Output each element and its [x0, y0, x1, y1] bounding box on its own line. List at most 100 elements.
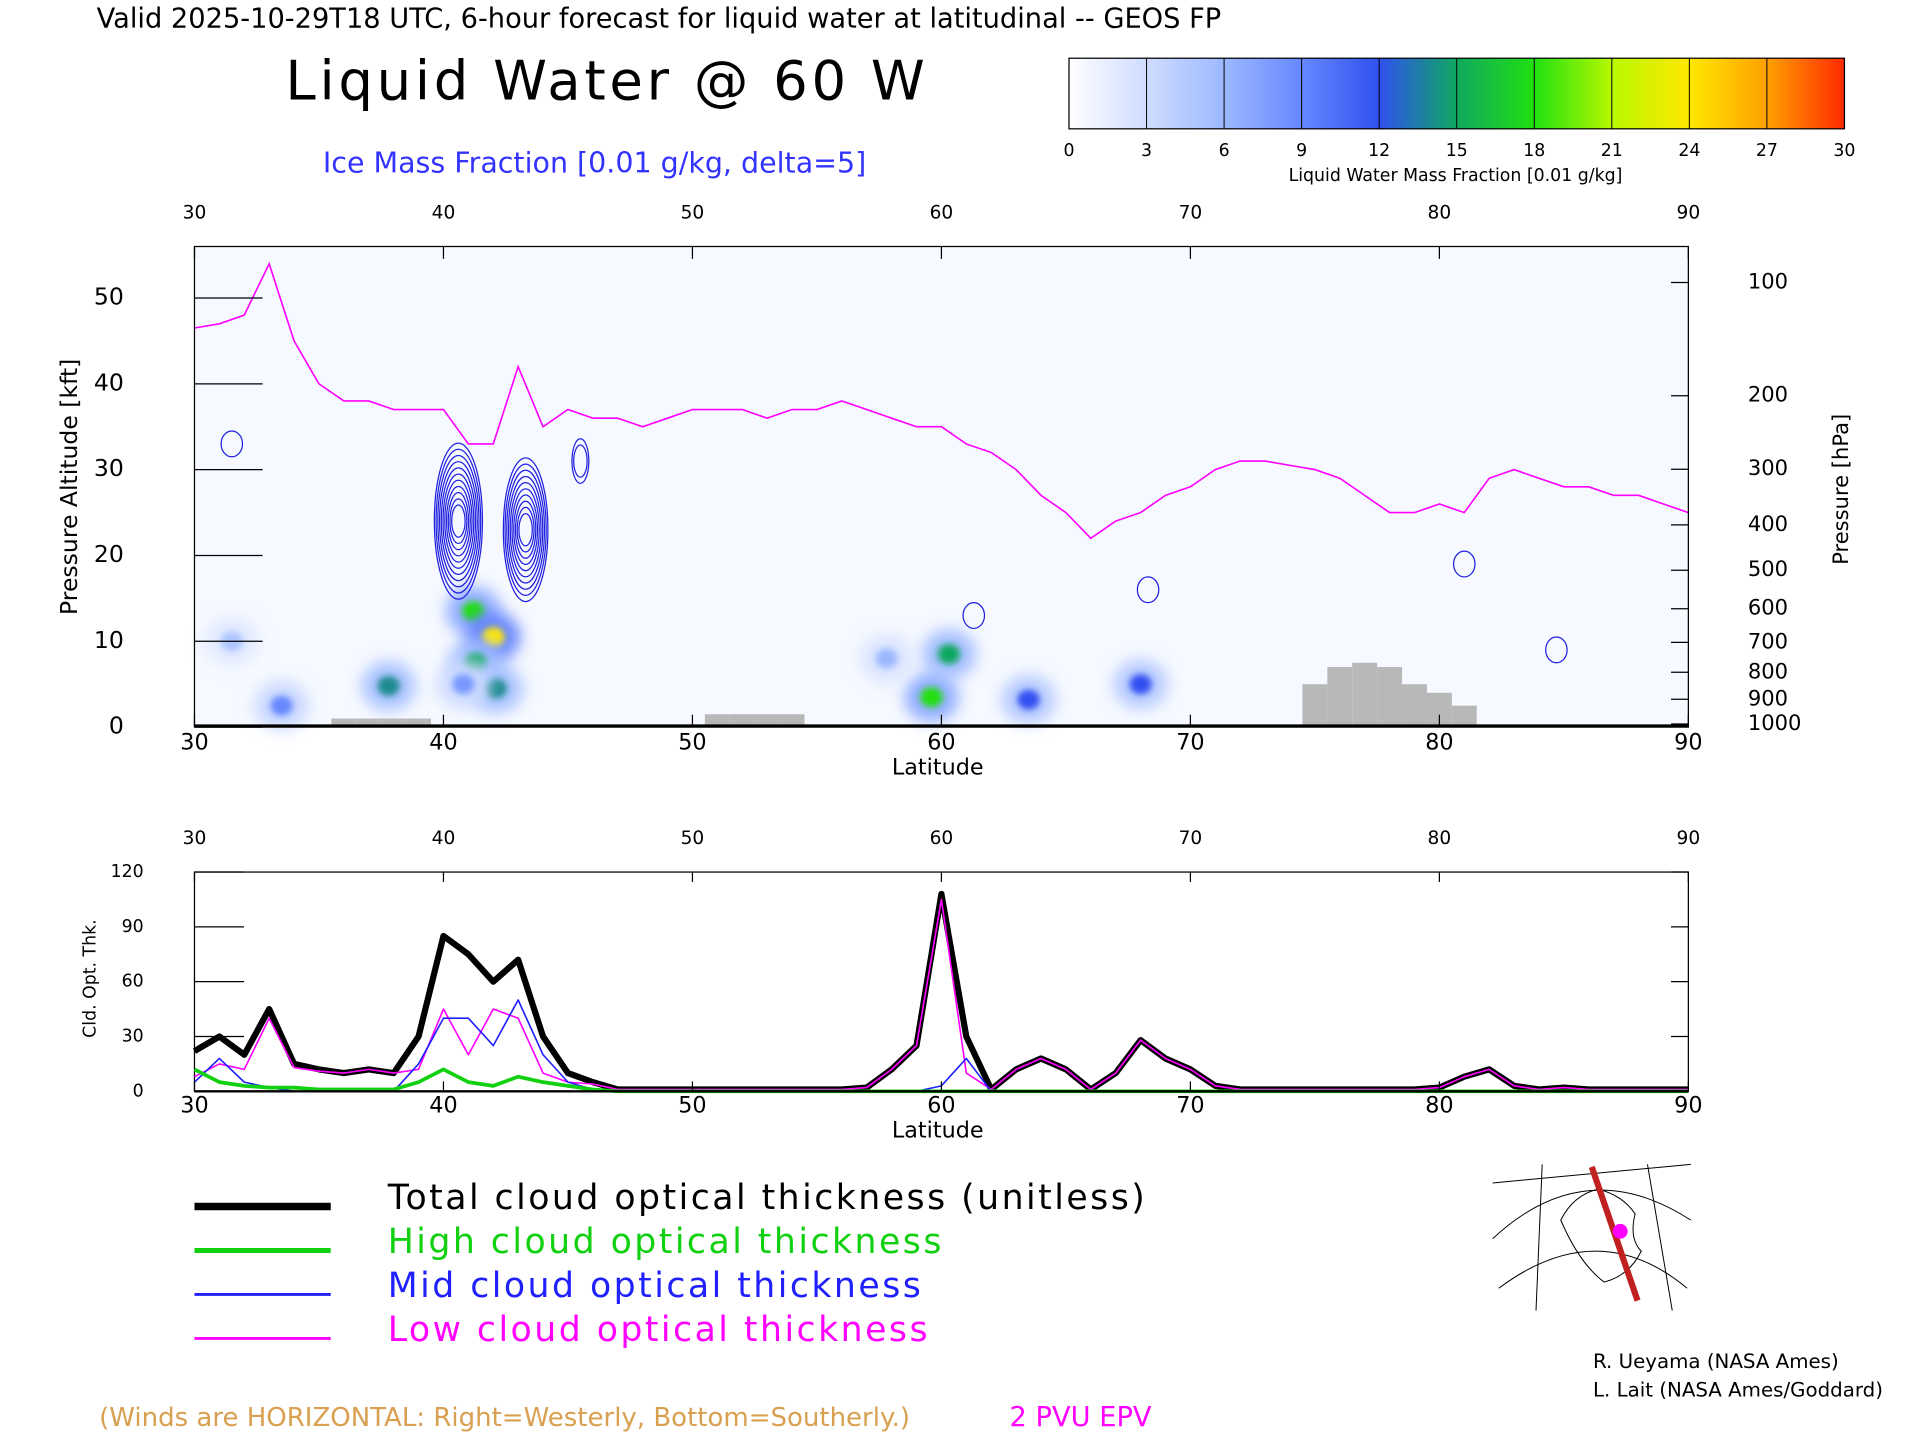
colorbar-segment [1534, 58, 1612, 129]
ice-contours [502, 457, 549, 603]
ice-contour [514, 500, 537, 559]
ice-contour [504, 463, 547, 596]
colorbar-tick-label: 21 [1601, 141, 1623, 161]
x-axis-label: Latitude [892, 1117, 984, 1143]
ice-contour [449, 498, 468, 545]
terrain [1327, 667, 1353, 728]
x-tick-label: 30 [180, 730, 208, 756]
x-tick-label-top: 80 [1428, 203, 1452, 224]
y2-tick-label: 100 [1748, 268, 1788, 293]
terrain [1402, 684, 1427, 728]
colorbar-tick-label: 18 [1523, 141, 1545, 161]
ice-contour [433, 442, 484, 600]
credit: L. Lait (NASA Ames/Goddard) [1593, 1379, 1883, 1402]
terrain [356, 718, 382, 728]
subtitle: Ice Mass Fraction [0.01 g/kg, delta=5] [323, 147, 866, 180]
colorbar-tick-label: 6 [1219, 141, 1230, 161]
colorbar-tick-label: 12 [1368, 141, 1390, 161]
liquid-cell [875, 648, 898, 669]
terrain [406, 718, 432, 728]
ice-contours [1452, 550, 1476, 578]
ice-contours [571, 438, 590, 484]
legend-label: Mid cloud optical thickness [388, 1266, 924, 1306]
y-tick-label: 40 [94, 368, 124, 396]
y2-axis-label: Pressure [hPa] [1828, 414, 1853, 565]
y-tick-label: 20 [94, 540, 124, 568]
y-tick-label: 50 [94, 282, 124, 310]
ice-contours [433, 442, 484, 600]
epv-label: 2 PVU EPV [1010, 1402, 1152, 1433]
liquid-cell [270, 695, 293, 716]
x-tick-label-top: 60 [930, 828, 954, 849]
x-tick-label: 60 [927, 730, 955, 756]
x-tick-label: 40 [429, 730, 457, 756]
y-axis-label: Cld. Opt. Thk. [80, 919, 100, 1038]
x-tick-label: 80 [1425, 1093, 1453, 1119]
y-tick-label: 0 [133, 1081, 144, 1101]
ice-contour [444, 479, 473, 563]
y-tick-label: 30 [94, 454, 124, 482]
liquid-cell [452, 674, 475, 695]
liquid-cell [1129, 674, 1152, 695]
winds-note: (Winds are HORIZONTAL: Right=Westerly, B… [99, 1403, 910, 1433]
ice-contour [220, 430, 244, 458]
y2-tick-label: 900 [1748, 685, 1788, 710]
y2-tick-label: 500 [1748, 556, 1788, 581]
x-tick-label: 50 [678, 1093, 706, 1119]
ice-contour [507, 475, 544, 584]
y2-tick-label: 1000 [1748, 710, 1802, 735]
x-tick-label-top: 70 [1179, 203, 1203, 224]
ice-contour [513, 494, 539, 566]
x-tick-label-top: 30 [183, 203, 207, 224]
terrain [1377, 667, 1403, 728]
y-tick-label: 90 [122, 917, 144, 937]
ice-contour [1136, 576, 1160, 604]
terrain [754, 714, 780, 728]
legend-label: Low cloud optical thickness [388, 1310, 930, 1350]
y-axis-label: Pressure Altitude [kft] [55, 359, 83, 615]
ice-contour [571, 438, 590, 484]
liquid-cell [1017, 689, 1040, 710]
y2-tick-label: 800 [1748, 658, 1788, 683]
ice-contour [506, 469, 546, 590]
y2-tick-label: 400 [1748, 511, 1788, 536]
epv-line [194, 261, 1689, 540]
liquid-cell [377, 676, 400, 696]
y2-tick-label: 200 [1748, 382, 1788, 407]
colorbar-tick-label: 15 [1446, 141, 1468, 161]
x-tick-label: 70 [1176, 1093, 1204, 1119]
ice-contour [447, 492, 470, 551]
colorbar-tick-label: 0 [1063, 141, 1074, 161]
ice-contour [516, 506, 535, 553]
y-tick-label: 0 [109, 712, 124, 740]
x-axis-label: Latitude [892, 755, 984, 781]
terrain [1451, 705, 1477, 728]
legend-label: Total cloud optical thickness (unitless) [387, 1178, 1148, 1218]
x-tick-label-top: 80 [1428, 828, 1452, 849]
colorbar-tick-label: 24 [1678, 141, 1700, 161]
ice-contour [502, 457, 549, 603]
colorbar-tick-label: 30 [1833, 141, 1855, 161]
colorbar-segment [1379, 58, 1457, 129]
colorbar-segment [1301, 58, 1380, 129]
ice-contour [440, 467, 477, 576]
ice-contour [442, 473, 475, 569]
colorbar-label: Liquid Water Mass Fraction [0.01 g/kg] [1289, 166, 1623, 186]
x-tick-label-top: 30 [183, 828, 207, 849]
ice-contour [511, 488, 540, 572]
x-tick-label: 40 [429, 1093, 457, 1119]
ice-contour [437, 454, 480, 588]
x-tick-label: 80 [1425, 730, 1453, 756]
ice-contour [518, 513, 533, 547]
liquid-cell [937, 644, 961, 665]
colorbar-frame [1068, 57, 1846, 130]
terrain [331, 718, 357, 728]
colorbar-segment [1146, 58, 1225, 129]
y2-tick-label: 600 [1748, 595, 1788, 620]
colorbar-segment [1069, 58, 1147, 129]
x-tick-label: 60 [927, 1093, 955, 1119]
colorbar-segment [1766, 58, 1845, 129]
colorbar-tick-label: 27 [1756, 141, 1778, 161]
x-tick-label: 50 [678, 730, 706, 756]
legend-label: High cloud optical thickness [388, 1222, 944, 1262]
